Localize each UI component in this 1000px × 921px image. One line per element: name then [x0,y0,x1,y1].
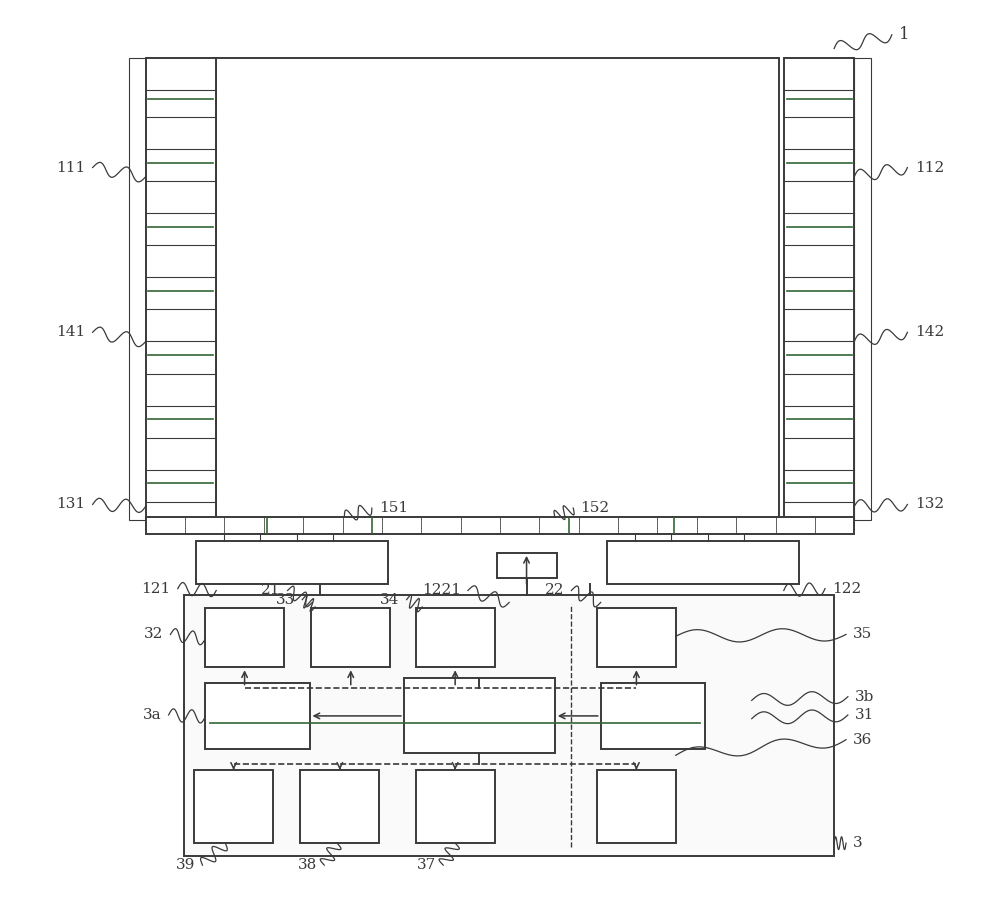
Text: 32: 32 [144,627,163,641]
Text: 3b: 3b [855,690,875,704]
Text: 39: 39 [176,858,195,872]
Bar [416,770,495,843]
Text: 111: 111 [56,160,85,175]
Bar [300,770,379,843]
Bar [205,683,310,749]
Bar [497,553,557,577]
Bar [205,608,284,668]
Text: 121: 121 [141,582,170,596]
Bar [129,58,146,520]
Bar [607,541,799,584]
Text: 38: 38 [298,858,317,872]
Text: 35: 35 [853,627,873,641]
Bar [216,58,779,520]
Bar [597,608,676,668]
Text: 142: 142 [915,325,944,339]
Text: 152: 152 [581,501,610,515]
Bar [404,679,555,753]
Bar [194,770,273,843]
Bar [784,58,854,530]
Text: 37: 37 [417,858,436,872]
Bar [196,541,388,584]
Text: 36: 36 [853,733,873,747]
Text: 131: 131 [56,497,85,511]
Bar [601,683,705,749]
Text: 1221: 1221 [422,584,461,598]
Text: 3a: 3a [143,708,161,722]
Text: 33: 33 [276,592,295,607]
Text: 21: 21 [261,584,280,598]
Text: 132: 132 [915,497,944,511]
Bar [146,58,216,530]
Text: 31: 31 [855,708,875,722]
Bar [854,58,871,520]
Text: 141: 141 [56,325,85,339]
Bar [597,770,676,843]
Text: 151: 151 [379,501,408,515]
Bar [416,608,495,668]
Text: 1: 1 [899,27,910,43]
Bar [146,518,854,534]
Text: 112: 112 [915,160,944,175]
Text: 122: 122 [832,582,862,596]
Text: 34: 34 [380,592,399,607]
Text: 22: 22 [545,584,564,598]
Text: 3: 3 [853,836,863,850]
Bar [184,595,834,856]
Bar [311,608,390,668]
